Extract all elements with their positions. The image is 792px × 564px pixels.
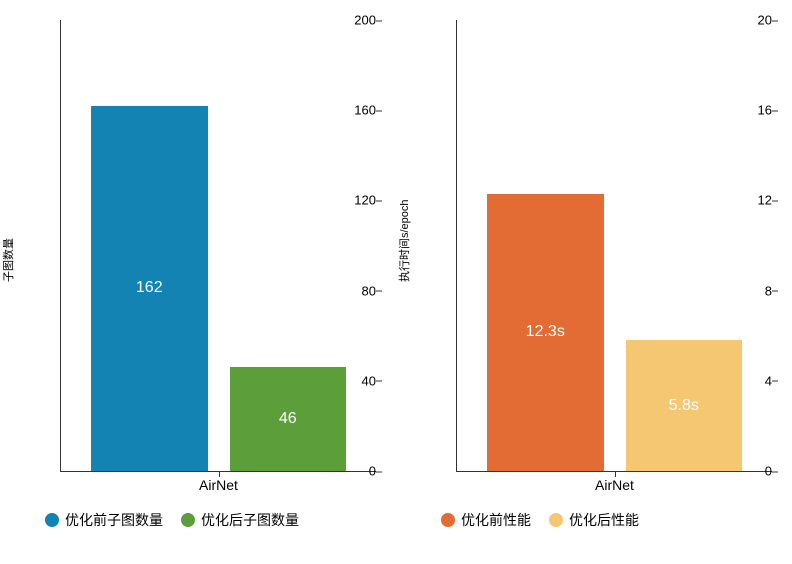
left-x-category: AirNet bbox=[199, 477, 238, 493]
right-bar-after-label: 5.8s bbox=[669, 397, 699, 415]
left-bar-after-label: 46 bbox=[279, 410, 297, 428]
right-legend: 优化前性能 优化后性能 bbox=[406, 510, 782, 530]
left-bar-before-label: 162 bbox=[136, 279, 163, 297]
left-legend-after: 优化后子图数量 bbox=[181, 510, 299, 530]
circle-icon bbox=[441, 513, 455, 527]
left-legend-after-label: 优化后子图数量 bbox=[201, 510, 299, 530]
left-panel: 子图数量 0 40 80 120 160 200 162 46 bbox=[0, 0, 396, 564]
circle-icon bbox=[181, 513, 195, 527]
left-legend: 优化前子图数量 优化后子图数量 bbox=[10, 510, 386, 530]
circle-icon bbox=[45, 513, 59, 527]
right-bar-after: 5.8s bbox=[626, 340, 743, 471]
right-x-category: AirNet bbox=[595, 477, 634, 493]
right-legend-after-label: 优化后性能 bbox=[569, 510, 639, 530]
left-legend-before: 优化前子图数量 bbox=[45, 510, 163, 530]
left-legend-before-label: 优化前子图数量 bbox=[65, 510, 163, 530]
right-bar-before: 12.3s bbox=[487, 194, 604, 471]
right-bar-before-label: 12.3s bbox=[526, 323, 565, 341]
left-bar-after: 46 bbox=[230, 367, 347, 471]
right-plot: 0 4 8 12 16 20 12.3s 5.8s AirNet bbox=[456, 20, 772, 472]
right-chart-area: 0 4 8 12 16 20 12.3s 5.8s AirNet bbox=[456, 10, 772, 500]
left-y-axis-label: 子图数量 bbox=[0, 238, 16, 282]
left-bars: 162 46 bbox=[61, 20, 376, 471]
left-chart-area: 0 40 80 120 160 200 162 46 AirNet bbox=[60, 10, 376, 500]
circle-icon bbox=[549, 513, 563, 527]
right-bars: 12.3s 5.8s bbox=[457, 20, 772, 471]
left-bar-before: 162 bbox=[91, 106, 208, 471]
left-plot: 0 40 80 120 160 200 162 46 AirNet bbox=[60, 20, 376, 472]
chart-container: 子图数量 0 40 80 120 160 200 162 46 bbox=[0, 0, 792, 564]
right-y-axis-label: 执行时间s/epoch bbox=[396, 199, 412, 282]
right-legend-before: 优化前性能 bbox=[441, 510, 531, 530]
right-legend-before-label: 优化前性能 bbox=[461, 510, 531, 530]
right-legend-after: 优化后性能 bbox=[549, 510, 639, 530]
right-panel: 执行时间s/epoch 0 4 8 12 16 20 12.3s 5.8s bbox=[396, 0, 792, 564]
